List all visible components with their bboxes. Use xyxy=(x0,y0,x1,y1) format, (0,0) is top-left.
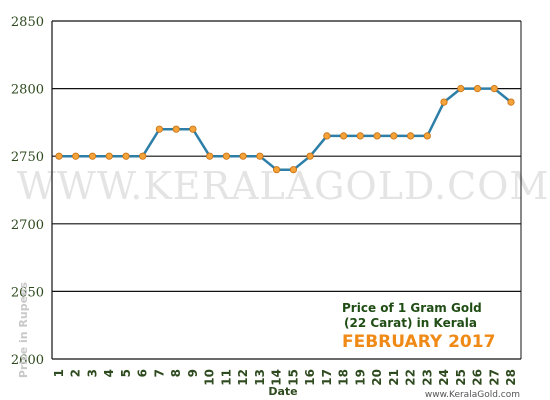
x-tick-label: 14 xyxy=(270,369,284,386)
x-tick-label: 16 xyxy=(303,369,317,386)
x-tick-label: 23 xyxy=(420,369,434,386)
x-tick-label: 5 xyxy=(119,369,133,377)
x-tick-label: 9 xyxy=(186,369,200,377)
x-axis-ticks: 1 2 3 4 5 6 7 8 9 10 11 12 13 14 15 16 17 18 19 20 21 22 23 24 2… xyxy=(52,369,518,386)
data-point xyxy=(339,132,348,140)
x-tick-label: 20 xyxy=(370,369,384,386)
data-point xyxy=(88,152,97,160)
data-point xyxy=(272,166,281,174)
x-tick-label: 12 xyxy=(236,369,250,386)
data-point xyxy=(139,152,147,160)
y-tick-label: 2850 xyxy=(11,15,44,30)
data-point xyxy=(206,152,214,160)
x-tick-label: 19 xyxy=(353,369,367,386)
x-tick-label: 2 xyxy=(69,369,83,377)
data-point xyxy=(306,152,314,160)
data-point xyxy=(323,132,331,140)
data-point xyxy=(440,98,448,106)
watermark: WWW.KERALAGOLD.COM xyxy=(17,164,550,208)
data-point xyxy=(239,152,247,160)
data-point xyxy=(256,152,264,160)
data-point xyxy=(105,152,113,160)
x-tick-label: 6 xyxy=(136,369,150,377)
data-point xyxy=(423,132,431,140)
data-point xyxy=(406,132,415,140)
data-point xyxy=(356,132,364,140)
chart-title-month: FEBRUARY 2017 xyxy=(342,332,495,352)
data-point xyxy=(390,132,398,140)
x-tick-label: 15 xyxy=(286,369,300,386)
site-credit: www.KeralaGold.com xyxy=(425,390,520,400)
y-tick-label: 2650 xyxy=(11,285,44,300)
x-tick-label: 17 xyxy=(320,369,334,386)
x-tick-label: 26 xyxy=(471,369,485,386)
chart-title-line1: Price of 1 Gram Gold xyxy=(342,301,482,315)
data-point xyxy=(373,132,381,140)
x-tick-label: 4 xyxy=(102,369,116,377)
x-tick-label: 10 xyxy=(203,369,217,386)
y-tick-label: 2700 xyxy=(11,218,44,233)
x-tick-label: 28 xyxy=(504,369,518,386)
y-axis-label: Price in Rupees xyxy=(17,281,30,378)
data-point xyxy=(155,125,163,133)
x-tick-label: 3 xyxy=(85,369,99,377)
data-point xyxy=(490,85,498,93)
data-points xyxy=(55,85,515,174)
y-tick-label: 2800 xyxy=(11,83,44,98)
data-point xyxy=(289,166,297,174)
x-tick-label: 8 xyxy=(169,369,183,377)
x-tick-label: 18 xyxy=(337,369,351,386)
data-point xyxy=(507,98,515,106)
x-tick-label: 1 xyxy=(52,369,66,377)
y-axis-ticks: 2600 2650 2700 2750 2800 2850 xyxy=(11,15,44,368)
data-point xyxy=(473,85,482,93)
data-point xyxy=(122,152,130,160)
data-point xyxy=(189,125,197,133)
data-point xyxy=(172,125,180,133)
data-point xyxy=(72,152,80,160)
x-tick-label: 25 xyxy=(454,369,468,386)
data-point xyxy=(457,85,465,93)
x-axis-label: Date xyxy=(268,385,297,398)
x-tick-label: 24 xyxy=(437,369,451,386)
data-point xyxy=(55,152,63,160)
series-line xyxy=(59,87,512,171)
x-tick-label: 27 xyxy=(487,369,501,386)
x-tick-label: 21 xyxy=(387,369,401,386)
x-tick-label: 11 xyxy=(219,369,233,386)
x-tick-label: 13 xyxy=(253,369,267,386)
data-point xyxy=(222,152,230,160)
x-tick-label: 7 xyxy=(152,369,166,377)
x-tick-label: 22 xyxy=(404,369,418,386)
y-tick-label: 2750 xyxy=(11,150,44,165)
y-tick-label: 2600 xyxy=(11,353,44,368)
chart-title-line2: (22 Carat) in Kerala xyxy=(344,316,477,330)
